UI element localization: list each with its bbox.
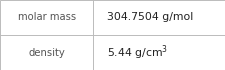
Text: molar mass: molar mass — [18, 13, 76, 22]
Text: 304.7504 g/mol: 304.7504 g/mol — [107, 13, 193, 22]
Text: density: density — [28, 48, 65, 57]
Text: 5.44 g/cm$^3$: 5.44 g/cm$^3$ — [107, 43, 168, 62]
